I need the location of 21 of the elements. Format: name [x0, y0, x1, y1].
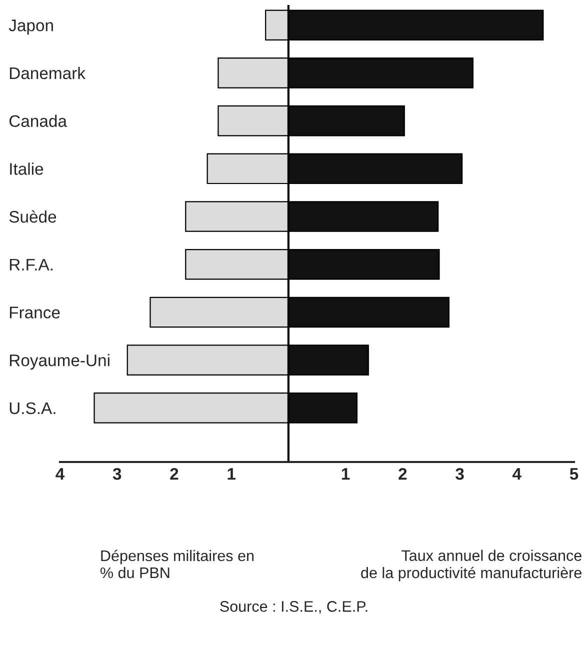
x-tick-label: 3 [456, 468, 464, 480]
x-tick-label: 3 [112, 468, 122, 480]
x-tick-label: 1 [342, 468, 350, 480]
y-tick-label: Danemark [10, 66, 86, 80]
y-tick-label: France [10, 306, 60, 318]
x-tick-label: 2 [398, 468, 407, 480]
source-note: Source : I.S.E., C.E.P. [220, 601, 368, 614]
x-tick-label: 2 [170, 468, 178, 480]
y-tick-label: Italie [10, 162, 44, 175]
text: Taux annuel de croissance de la productivité manufacturière [361, 550, 582, 582]
y-tick-label: U.S.A. [10, 402, 56, 414]
x-tick-label: 1 [228, 468, 236, 480]
x-tick-label: 5 [570, 468, 578, 480]
y-tick-label: Suède [9, 210, 56, 223]
y-tick-label: Canada [9, 114, 67, 128]
y-tick-label: R.F.A. [10, 258, 52, 270]
x-tick-label: 4 [512, 468, 522, 480]
x-tick-label: 4 [56, 468, 65, 480]
text: Dépenses militaires en % du PBN [100, 550, 254, 578]
y-tick-label: Royaume-Uni [10, 354, 110, 370]
y-tick-label: Japon [8, 20, 53, 35]
